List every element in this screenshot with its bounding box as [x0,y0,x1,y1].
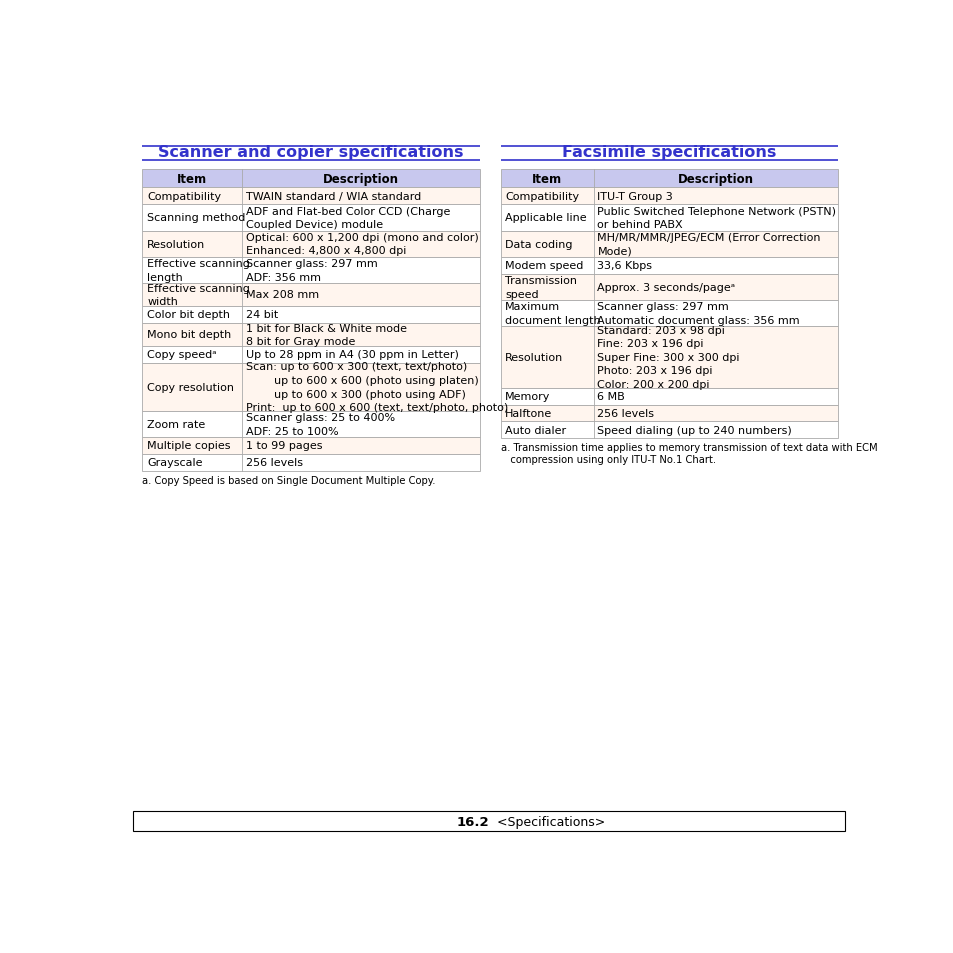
Text: Scanner glass: 297 mm
Automatic document glass: 356 mm: Scanner glass: 297 mm Automatic document… [597,302,800,325]
Text: Copy speedᵃ: Copy speedᵃ [147,350,216,360]
Bar [142,284,479,307]
Text: TWAIN standard / WIA standard: TWAIN standard / WIA standard [245,192,420,202]
Bar [142,437,479,455]
Text: MH/MR/MMR/JPEG/ECM (Error Correction
Mode): MH/MR/MMR/JPEG/ECM (Error Correction Mod… [597,233,821,256]
Text: Item: Item [177,172,207,186]
Text: Zoom rate: Zoom rate [147,419,205,430]
Bar [500,422,837,439]
Bar [142,324,479,347]
Text: Compatibility: Compatibility [147,192,221,202]
Text: Approx. 3 seconds/pageᵃ: Approx. 3 seconds/pageᵃ [597,282,735,293]
Bar [500,327,837,388]
Text: 33,6 Kbps: 33,6 Kbps [597,261,652,271]
Text: Data coding: Data coding [505,239,572,250]
Text: Scan: up to 600 x 300 (text, text/photo)
        up to 600 x 600 (photo using pl: Scan: up to 600 x 300 (text, text/photo)… [245,362,507,413]
Text: 16.2: 16.2 [456,815,488,828]
Text: Maximum
document length: Maximum document length [505,302,600,325]
Text: ADF and Flat-bed Color CCD (Charge
Coupled Device) module: ADF and Flat-bed Color CCD (Charge Coupl… [245,207,450,230]
Bar [500,300,837,327]
Text: Max 208 mm: Max 208 mm [245,290,318,300]
Text: 24 bit: 24 bit [245,310,277,320]
Text: Modem speed: Modem speed [505,261,583,271]
Bar [142,412,479,437]
Text: Speed dialing (up to 240 numbers): Speed dialing (up to 240 numbers) [597,425,791,436]
Bar [142,188,479,205]
Text: Public Switched Telephone Network (PSTN)
or behind PABX: Public Switched Telephone Network (PSTN)… [597,207,836,230]
Text: Effective scanning
length: Effective scanning length [147,258,250,282]
Bar [500,388,837,405]
Bar [500,188,837,205]
Text: Resolution: Resolution [505,353,563,362]
Text: ITU-T Group 3: ITU-T Group 3 [597,192,673,202]
Bar [142,364,479,412]
Text: Applicable line: Applicable line [505,213,586,223]
Text: Copy resolution: Copy resolution [147,382,233,393]
Bar [142,307,479,324]
Bar [500,232,837,257]
Bar [500,405,837,422]
Text: Memory: Memory [505,392,550,401]
Bar [142,455,479,472]
Text: 6 MB: 6 MB [597,392,624,401]
Text: Scanner and copier specifications: Scanner and copier specifications [158,145,463,160]
Text: Optical: 600 x 1,200 dpi (mono and color)
Enhanced: 4,800 x 4,800 dpi: Optical: 600 x 1,200 dpi (mono and color… [245,233,477,256]
Text: <Specifications>: <Specifications> [488,815,604,828]
Text: 256 levels: 256 levels [245,457,302,468]
Bar [142,257,479,284]
Text: 1 bit for Black & White mode
8 bit for Gray mode: 1 bit for Black & White mode 8 bit for G… [245,323,406,347]
Text: Up to 28 ppm in A4 (30 ppm in Letter): Up to 28 ppm in A4 (30 ppm in Letter) [245,350,458,360]
Text: 256 levels: 256 levels [597,409,654,418]
Text: Resolution: Resolution [147,239,205,250]
Bar [500,274,837,300]
Bar [142,205,479,232]
Bar [133,811,843,831]
Bar [500,170,837,188]
Text: Scanner glass: 297 mm
ADF: 356 mm: Scanner glass: 297 mm ADF: 356 mm [245,258,377,282]
Text: Transmission
speed: Transmission speed [505,275,577,299]
Text: Standard: 203 x 98 dpi
Fine: 203 x 196 dpi
Super Fine: 300 x 300 dpi
Photo: 203 : Standard: 203 x 98 dpi Fine: 203 x 196 d… [597,325,740,390]
Text: Color bit depth: Color bit depth [147,310,230,320]
Text: Description: Description [322,172,398,186]
Bar [142,170,479,188]
Text: Multiple copies: Multiple copies [147,441,231,451]
Bar [500,205,837,232]
Text: Grayscale: Grayscale [147,457,202,468]
Bar [142,232,479,257]
Text: Scanning method: Scanning method [147,213,245,223]
Text: Compatibility: Compatibility [505,192,578,202]
Bar [142,347,479,364]
Text: Facsimile specifications: Facsimile specifications [561,145,776,160]
Text: a. Copy Speed is based on Single Document Multiple Copy.: a. Copy Speed is based on Single Documen… [142,476,436,485]
Text: Scanner glass: 25 to 400%
ADF: 25 to 100%: Scanner glass: 25 to 400% ADF: 25 to 100… [245,413,395,436]
Text: Auto dialer: Auto dialer [505,425,566,436]
Text: Description: Description [677,172,753,186]
Bar [500,257,837,274]
Text: 1 to 99 pages: 1 to 99 pages [245,441,322,451]
Text: Effective scanning
width: Effective scanning width [147,283,250,307]
Text: a. Transmission time applies to memory transmission of text data with ECM
   com: a. Transmission time applies to memory t… [500,443,876,464]
Text: Halftone: Halftone [505,409,552,418]
Text: Item: Item [532,172,561,186]
Text: Mono bit depth: Mono bit depth [147,330,232,340]
